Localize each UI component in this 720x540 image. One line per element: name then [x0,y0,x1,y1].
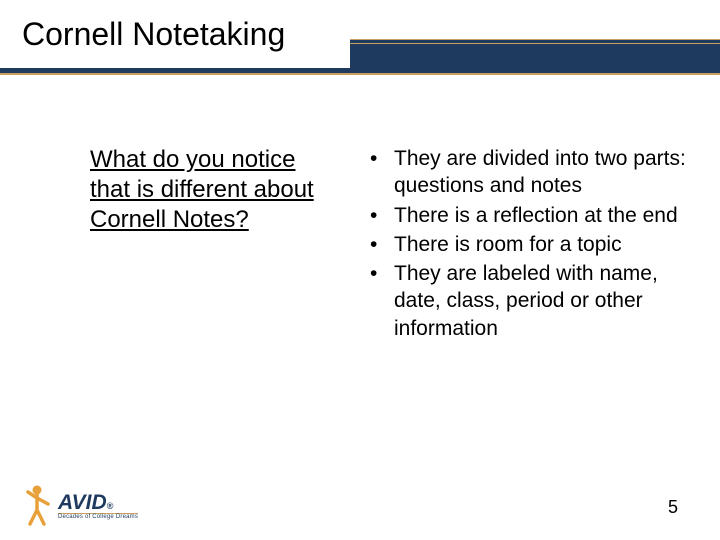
logo-tagline: Decades of College Dreams [58,514,138,520]
page-number: 5 [668,497,678,518]
question-text: What do you notice that is different abo… [90,145,330,235]
bullet-list: They are divided into two parts: questio… [370,145,710,342]
logo-wordmark: AVID® [58,492,138,514]
logo-main-text: AVID [58,492,107,513]
avid-logo: AVID® Decades of College Dreams [22,484,138,528]
list-item: There is a reflection at the end [370,202,710,229]
slide-title: Cornell Notetaking [22,16,285,53]
left-column: What do you notice that is different abo… [0,145,360,344]
logo-registered-mark: ® [107,502,114,511]
content-area: What do you notice that is different abo… [0,145,720,344]
logo-text-block: AVID® Decades of College Dreams [58,492,138,520]
list-item: There is room for a topic [370,231,710,258]
title-bar: Cornell Notetaking [0,0,720,68]
logo-figure-icon [22,484,52,528]
list-item: They are labeled with name, date, class,… [370,260,710,342]
list-item: They are divided into two parts: questio… [370,145,710,200]
right-column: They are divided into two parts: questio… [360,145,720,344]
